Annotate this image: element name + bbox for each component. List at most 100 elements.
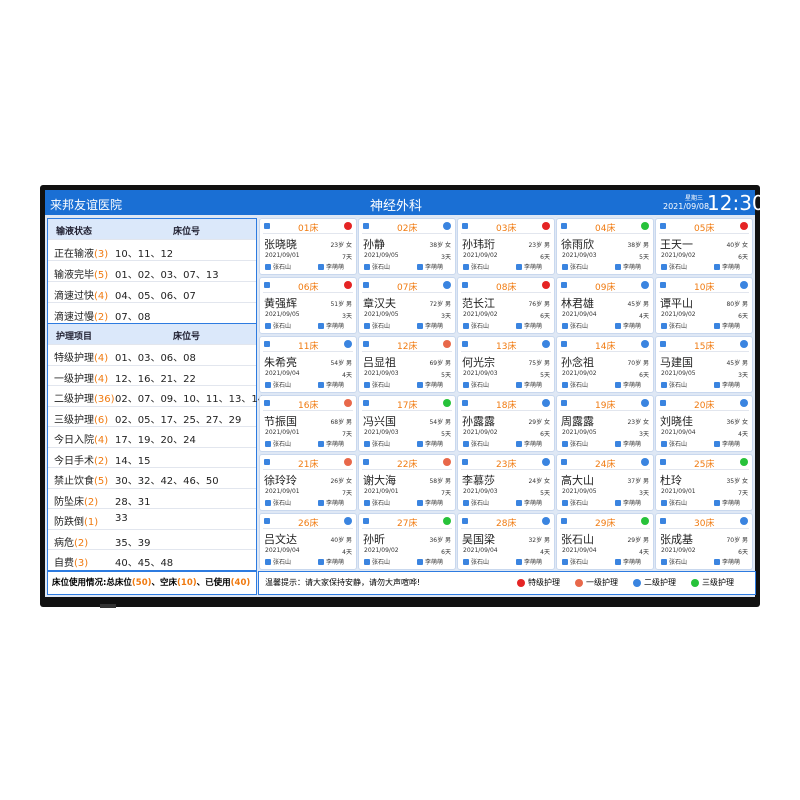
row-label: 正在输液(3) [54, 245, 108, 260]
patient-name: 吕显祖 [363, 356, 396, 369]
count: (2) [94, 455, 109, 467]
nurse: 李萌萌 [326, 264, 345, 271]
admit-date: 2021/09/02 [562, 370, 597, 377]
patient-name: 节振国 [264, 415, 297, 428]
table-row: 滴速过慢(2) 07、08 [48, 302, 256, 324]
usage-name: 总床位 [106, 578, 132, 588]
age-sex: 58岁 男 [429, 478, 451, 485]
days: 6天 [738, 313, 748, 320]
divider [461, 351, 551, 352]
divider [659, 351, 749, 352]
care-dot [443, 281, 451, 289]
divider [263, 351, 353, 352]
bed-card: 03床 孙玮珩 23岁 男 2021/09/02 6天 张石山 李萌萌 [457, 218, 555, 275]
admit-date: 2021/09/01 [265, 252, 300, 259]
bed-icon [462, 459, 468, 465]
usage-count: (40) [230, 578, 251, 588]
doctor-icon [463, 500, 469, 506]
age-sex: 76岁 男 [528, 301, 550, 308]
nurse-icon [516, 323, 522, 329]
bed-number: 07床 [397, 283, 418, 293]
admit-date: 2021/09/05 [265, 311, 300, 318]
nurse-icon [417, 323, 423, 329]
bed-card: 01床 张晓晓 23岁 女 2021/09/01 7天 张石山 李萌萌 [259, 218, 357, 275]
nurse-icon [615, 559, 621, 565]
doctor-icon [562, 323, 568, 329]
row-label: 输液完毕(5) [54, 266, 108, 281]
age-sex: 40岁 男 [330, 537, 352, 544]
notice-text: 温馨提示：请大家保持安静，请勿大声喧哗! [265, 578, 421, 587]
doctor-icon [562, 382, 568, 388]
care-dot [740, 281, 748, 289]
doctor-icon [661, 264, 667, 270]
nurse: 李萌萌 [326, 441, 345, 448]
admit-date: 2021/09/03 [364, 429, 399, 436]
care-dot [443, 222, 451, 230]
patient-name: 孙玮珩 [462, 238, 495, 251]
nurse: 李萌萌 [425, 559, 444, 566]
nurse-icon [714, 382, 720, 388]
legend-dot [575, 579, 583, 587]
label-text: 防跌倒 [54, 517, 84, 529]
doctor-icon [562, 264, 568, 270]
bed-number: 03床 [496, 224, 517, 234]
days: 4天 [342, 549, 352, 556]
doctor: 张石山 [273, 559, 292, 566]
patient-name: 何光宗 [462, 356, 495, 369]
row-label: 今日入院(4) [54, 431, 108, 446]
count: (4) [94, 435, 109, 447]
patient-name: 林君雄 [561, 297, 594, 310]
days: 7天 [342, 490, 352, 497]
doctor: 张石山 [372, 500, 391, 507]
nurse: 李萌萌 [524, 441, 543, 448]
care-dot [641, 399, 649, 407]
age-sex: 45岁 男 [627, 301, 649, 308]
nurse-icon [318, 559, 324, 565]
doctor-icon [364, 382, 370, 388]
patient-name: 朱希亮 [264, 356, 297, 369]
divider [461, 410, 551, 411]
nurse: 李萌萌 [722, 323, 741, 330]
divider [560, 528, 650, 529]
doctor-icon [364, 323, 370, 329]
nurse: 李萌萌 [425, 441, 444, 448]
row-label: 病危(2) [54, 534, 88, 549]
days: 6天 [441, 549, 451, 556]
age-sex: 36岁 女 [726, 419, 748, 426]
doctor-icon [463, 264, 469, 270]
label-text: 特级护理 [54, 353, 94, 365]
nurse-icon [516, 264, 522, 270]
days: 3天 [441, 254, 451, 261]
care-dot [740, 399, 748, 407]
bed-number: 12床 [397, 342, 418, 352]
bed-number: 02床 [397, 224, 418, 234]
patient-name: 黄强辉 [264, 297, 297, 310]
table-row: 病危(2) 35、39 [48, 528, 256, 551]
bed-icon [462, 400, 468, 406]
divider [263, 469, 353, 470]
bed-card: 05床 王天一 40岁 女 2021/09/02 6天 张石山 李萌萌 [655, 218, 753, 275]
doctor-icon [463, 382, 469, 388]
patient-name: 范长江 [462, 297, 495, 310]
bed-number: 25床 [694, 460, 715, 470]
count: (5) [94, 269, 109, 281]
header-cell: 床位号 [173, 227, 201, 237]
doctor-icon [364, 559, 370, 565]
bed-number: 11床 [298, 342, 319, 352]
bed-number: 16床 [298, 401, 319, 411]
age-sex: 23岁 男 [528, 242, 550, 249]
doctor: 张石山 [273, 500, 292, 507]
bed-number: 28床 [496, 519, 517, 529]
count: (6) [94, 414, 109, 426]
admit-date: 2021/09/02 [463, 311, 498, 318]
age-sex: 29岁 女 [528, 419, 550, 426]
legend-label: 特级护理 [528, 578, 560, 587]
age-sex: 70岁 男 [627, 360, 649, 367]
nurse-icon [417, 382, 423, 388]
doctor: 张石山 [669, 559, 688, 566]
bed-icon [462, 282, 468, 288]
label-text: 正在输液 [54, 248, 94, 260]
doctor: 张石山 [471, 559, 490, 566]
label-text: 一级护理 [54, 373, 94, 385]
bed-card: 16床 节振国 68岁 男 2021/09/01 7天 张石山 李萌萌 [259, 395, 357, 452]
